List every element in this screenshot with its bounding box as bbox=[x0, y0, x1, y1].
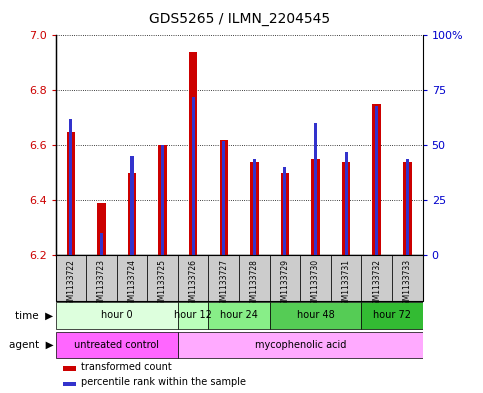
Bar bbox=[314, 123, 317, 255]
Bar bbox=[300, 255, 331, 301]
Bar bbox=[281, 173, 289, 255]
Bar bbox=[331, 255, 361, 301]
Text: GSM1133722: GSM1133722 bbox=[66, 259, 75, 310]
Bar bbox=[270, 255, 300, 301]
Text: hour 12: hour 12 bbox=[174, 310, 212, 320]
Bar bbox=[253, 159, 256, 255]
Bar bbox=[345, 152, 348, 255]
Text: GSM1133729: GSM1133729 bbox=[281, 259, 289, 310]
Text: hour 0: hour 0 bbox=[101, 310, 132, 320]
Bar bbox=[147, 255, 178, 301]
Bar bbox=[56, 332, 178, 358]
Bar bbox=[70, 119, 72, 255]
Bar bbox=[117, 255, 147, 301]
Bar bbox=[56, 255, 86, 301]
Bar bbox=[361, 255, 392, 301]
Bar bbox=[100, 233, 103, 255]
Bar bbox=[392, 255, 423, 301]
Bar bbox=[270, 302, 361, 329]
Bar bbox=[222, 141, 225, 255]
Bar bbox=[209, 255, 239, 301]
Bar bbox=[130, 156, 133, 255]
Bar bbox=[161, 145, 164, 255]
Text: GSM1133725: GSM1133725 bbox=[158, 259, 167, 310]
Bar bbox=[86, 255, 117, 301]
Bar bbox=[311, 159, 320, 255]
Bar bbox=[219, 140, 228, 255]
Text: GSM1133733: GSM1133733 bbox=[403, 259, 412, 310]
Bar bbox=[63, 366, 76, 371]
Bar bbox=[97, 203, 106, 255]
Bar bbox=[372, 104, 381, 255]
Text: GSM1133727: GSM1133727 bbox=[219, 259, 228, 310]
Bar bbox=[178, 332, 423, 358]
Text: hour 48: hour 48 bbox=[297, 310, 334, 320]
Bar bbox=[375, 106, 378, 255]
Text: time  ▶: time ▶ bbox=[15, 310, 53, 320]
Text: percentile rank within the sample: percentile rank within the sample bbox=[81, 377, 246, 387]
Text: mycophenolic acid: mycophenolic acid bbox=[255, 340, 346, 350]
Bar bbox=[406, 159, 409, 255]
Bar bbox=[63, 382, 76, 386]
Text: untreated control: untreated control bbox=[74, 340, 159, 350]
Bar bbox=[342, 162, 351, 255]
Text: transformed count: transformed count bbox=[81, 362, 172, 372]
Bar bbox=[361, 302, 423, 329]
Text: GSM1133730: GSM1133730 bbox=[311, 259, 320, 310]
Text: GSM1133723: GSM1133723 bbox=[97, 259, 106, 310]
Bar bbox=[250, 162, 259, 255]
Bar bbox=[128, 173, 136, 255]
Bar bbox=[178, 255, 209, 301]
Bar bbox=[209, 302, 270, 329]
Bar bbox=[403, 162, 412, 255]
Bar bbox=[192, 97, 195, 255]
Text: hour 72: hour 72 bbox=[373, 310, 411, 320]
Bar bbox=[67, 132, 75, 255]
Text: GSM1133726: GSM1133726 bbox=[189, 259, 198, 310]
Text: GSM1133728: GSM1133728 bbox=[250, 259, 259, 310]
Bar bbox=[239, 255, 270, 301]
Text: GSM1133724: GSM1133724 bbox=[128, 259, 137, 310]
Text: hour 24: hour 24 bbox=[220, 310, 258, 320]
Text: agent  ▶: agent ▶ bbox=[9, 340, 53, 350]
Bar bbox=[189, 52, 198, 255]
Text: GDS5265 / ILMN_2204545: GDS5265 / ILMN_2204545 bbox=[149, 11, 330, 26]
Bar bbox=[284, 167, 286, 255]
Text: GSM1133732: GSM1133732 bbox=[372, 259, 381, 310]
Bar bbox=[158, 145, 167, 255]
Bar bbox=[56, 302, 178, 329]
Text: GSM1133731: GSM1133731 bbox=[341, 259, 351, 310]
Bar bbox=[178, 302, 209, 329]
